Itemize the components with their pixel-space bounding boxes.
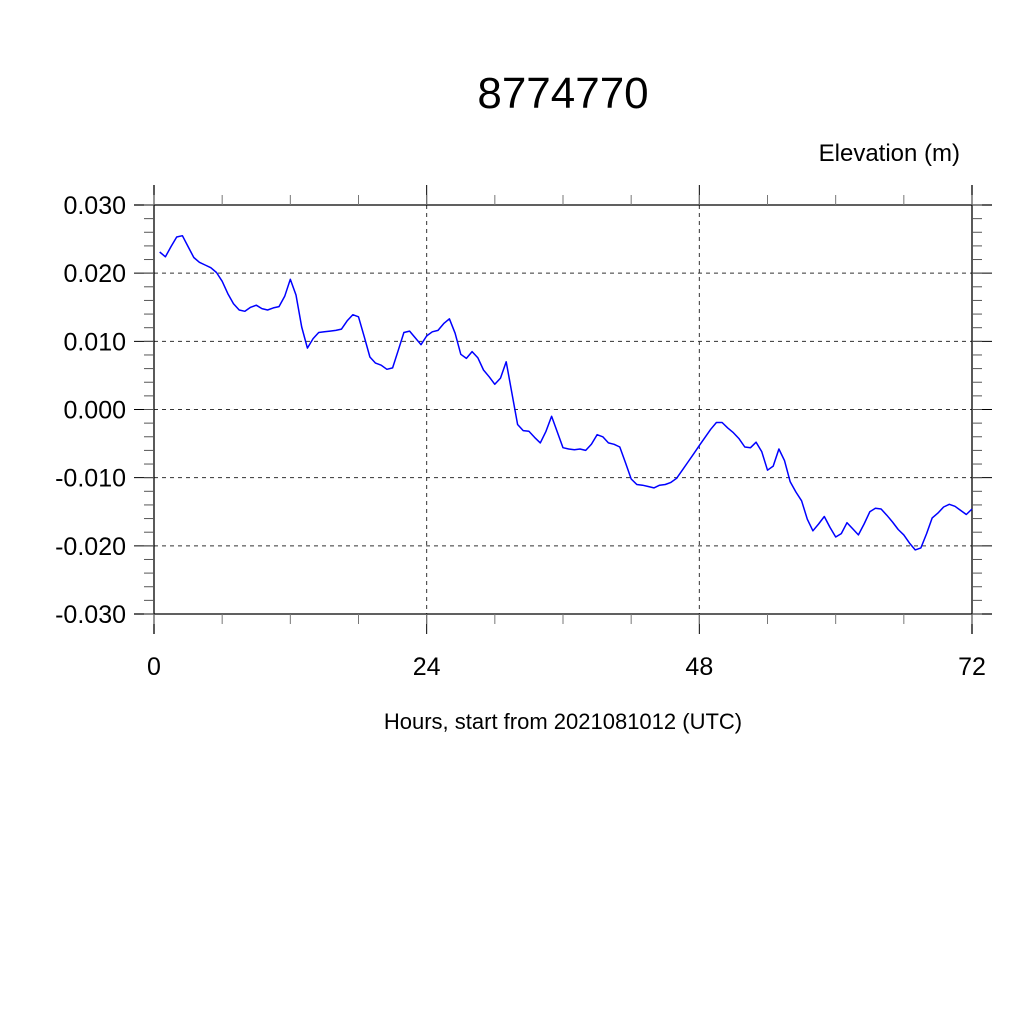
- x-tick-label: 0: [147, 653, 161, 681]
- y-axis-label: Elevation (m): [819, 140, 960, 167]
- x-tick-label: 24: [413, 653, 441, 681]
- x-tick-label: 72: [958, 653, 986, 681]
- y-tick-label: 0.030: [63, 192, 126, 220]
- x-tick-label: 48: [685, 653, 713, 681]
- x-axis-label: Hours, start from 2021081012 (UTC): [384, 709, 742, 734]
- elevation-line: [159, 234, 973, 551]
- y-tick-label: -0.010: [55, 465, 126, 493]
- series: [159, 234, 973, 551]
- chart-title: 8774770: [477, 69, 648, 118]
- y-tick-label: -0.030: [55, 601, 126, 629]
- y-tick-label: 0.010: [63, 328, 126, 356]
- tick-labels: -0.030 -0.020 -0.010 0.000 0.010 0.020 0.030 0 2…: [55, 192, 986, 681]
- y-tick-label: -0.020: [55, 533, 126, 561]
- axes: [134, 185, 992, 634]
- y-tick-label: 0.020: [63, 260, 126, 288]
- y-tick-label: 0.000: [63, 397, 126, 425]
